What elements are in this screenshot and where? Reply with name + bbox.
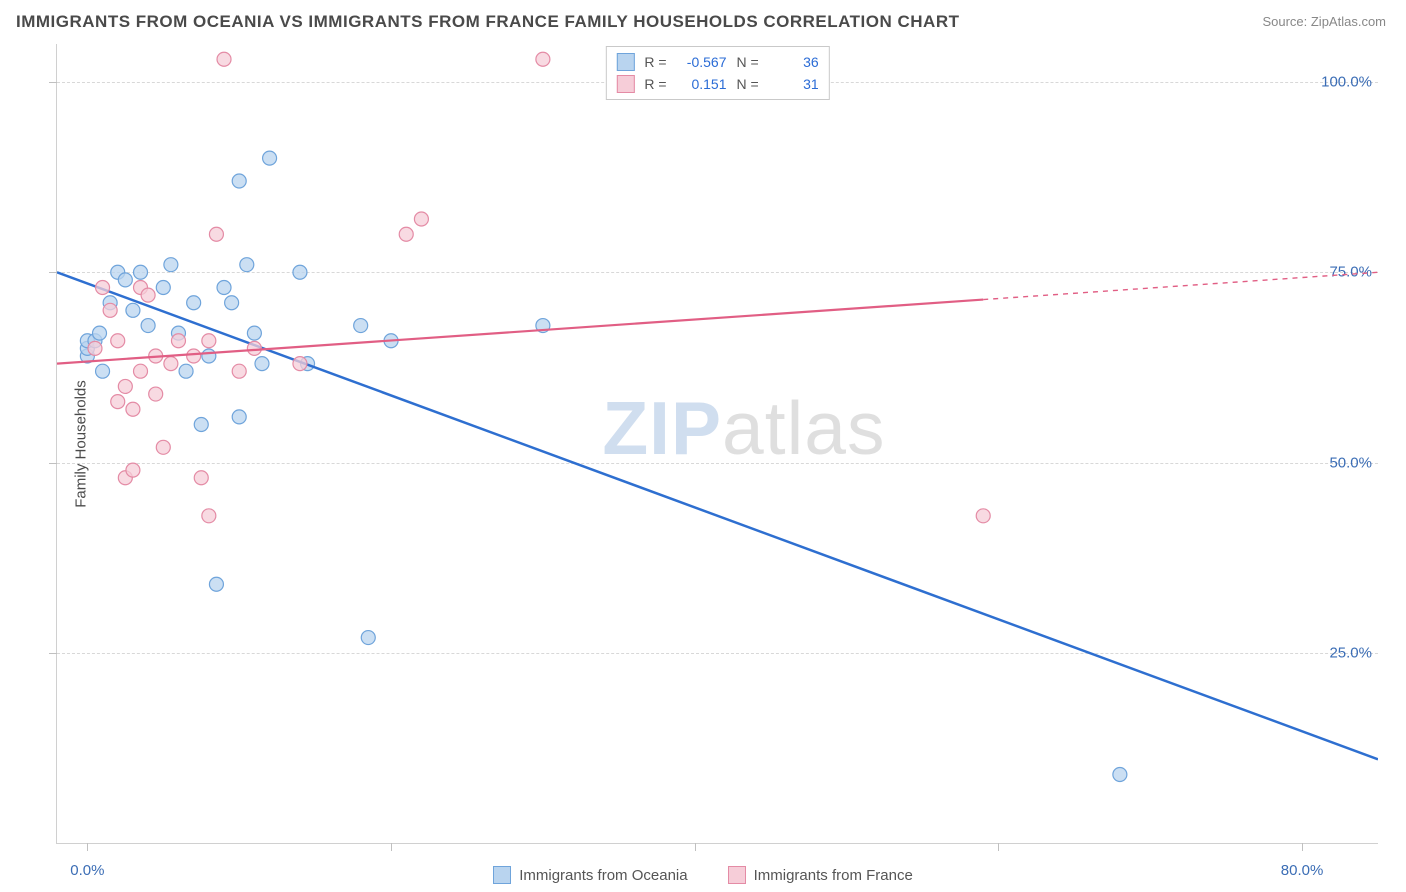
scatter-point-france: [536, 52, 550, 66]
x-tick: [87, 843, 88, 851]
scatter-point-france: [293, 357, 307, 371]
legend-correlation-box: R = -0.567 N = 36 R = 0.151 N = 31: [605, 46, 829, 100]
scatter-point-oceania: [293, 265, 307, 279]
legend-item-oceania: Immigrants from Oceania: [493, 866, 687, 884]
scatter-point-france: [111, 334, 125, 348]
scatter-point-france: [156, 440, 170, 454]
scatter-point-france: [976, 509, 990, 523]
swatch-france: [616, 75, 634, 93]
legend-r-oceania: -0.567: [677, 54, 727, 70]
scatter-point-oceania: [96, 364, 110, 378]
scatter-point-france: [103, 303, 117, 317]
legend-row-france: R = 0.151 N = 31: [616, 73, 818, 95]
scatter-point-oceania: [217, 281, 231, 295]
scatter-point-oceania: [202, 349, 216, 363]
legend-r-label: R =: [644, 54, 666, 70]
scatter-point-france: [209, 227, 223, 241]
legend-r-label: R =: [644, 76, 666, 92]
scatter-point-france: [118, 379, 132, 393]
legend-label-france: Immigrants from France: [754, 867, 913, 884]
scatter-point-france: [126, 402, 140, 416]
scatter-point-oceania: [225, 296, 239, 310]
scatter-point-france: [164, 357, 178, 371]
scatter-point-oceania: [141, 319, 155, 333]
scatter-point-france: [141, 288, 155, 302]
legend-n-label: N =: [737, 54, 759, 70]
source-label: Source: ZipAtlas.com: [1262, 14, 1386, 29]
scatter-point-france: [126, 463, 140, 477]
swatch-oceania-bottom: [493, 866, 511, 884]
scatter-point-oceania: [240, 258, 254, 272]
scatter-point-france: [111, 395, 125, 409]
scatter-point-oceania: [255, 357, 269, 371]
swatch-oceania: [616, 53, 634, 71]
scatter-point-france: [134, 364, 148, 378]
legend-bottom: Immigrants from Oceania Immigrants from …: [0, 866, 1406, 884]
trend-line-dashed-france: [983, 272, 1378, 299]
scatter-point-oceania: [1113, 768, 1127, 782]
legend-item-france: Immigrants from France: [728, 866, 913, 884]
scatter-point-france: [217, 52, 231, 66]
scatter-point-oceania: [232, 174, 246, 188]
scatter-point-france: [194, 471, 208, 485]
legend-n-oceania: 36: [769, 54, 819, 70]
scatter-point-france: [171, 334, 185, 348]
x-tick: [391, 843, 392, 851]
scatter-point-france: [414, 212, 428, 226]
legend-label-oceania: Immigrants from Oceania: [519, 867, 687, 884]
chart-area: Family Households ZIPatlas R = -0.567 N …: [56, 44, 1378, 844]
scatter-point-france: [149, 387, 163, 401]
scatter-point-oceania: [247, 326, 261, 340]
y-tick: [49, 463, 57, 464]
swatch-france-bottom: [728, 866, 746, 884]
x-tick: [695, 843, 696, 851]
y-tick: [49, 653, 57, 654]
scatter-point-oceania: [93, 326, 107, 340]
legend-n-label: N =: [737, 76, 759, 92]
scatter-point-france: [202, 509, 216, 523]
scatter-point-oceania: [209, 577, 223, 591]
plot-frame: Family Households ZIPatlas R = -0.567 N …: [56, 44, 1378, 844]
y-tick: [49, 272, 57, 273]
scatter-point-oceania: [354, 319, 368, 333]
scatter-point-oceania: [134, 265, 148, 279]
scatter-point-oceania: [232, 410, 246, 424]
scatter-point-oceania: [179, 364, 193, 378]
scatter-point-france: [247, 341, 261, 355]
chart-title: IMMIGRANTS FROM OCEANIA VS IMMIGRANTS FR…: [16, 12, 960, 32]
scatter-point-oceania: [194, 417, 208, 431]
scatter-point-oceania: [164, 258, 178, 272]
y-tick: [49, 82, 57, 83]
scatter-point-oceania: [187, 296, 201, 310]
scatter-point-france: [232, 364, 246, 378]
scatter-point-france: [202, 334, 216, 348]
scatter-point-france: [96, 281, 110, 295]
scatter-point-oceania: [126, 303, 140, 317]
x-tick: [1302, 843, 1303, 851]
scatter-point-oceania: [156, 281, 170, 295]
legend-n-france: 31: [769, 76, 819, 92]
legend-row-oceania: R = -0.567 N = 36: [616, 51, 818, 73]
scatter-point-france: [88, 341, 102, 355]
x-tick: [998, 843, 999, 851]
scatter-point-france: [399, 227, 413, 241]
scatter-point-oceania: [118, 273, 132, 287]
legend-r-france: 0.151: [677, 76, 727, 92]
scatter-point-france: [187, 349, 201, 363]
scatter-point-oceania: [361, 631, 375, 645]
scatter-point-oceania: [263, 151, 277, 165]
plot-svg: [57, 44, 1378, 843]
